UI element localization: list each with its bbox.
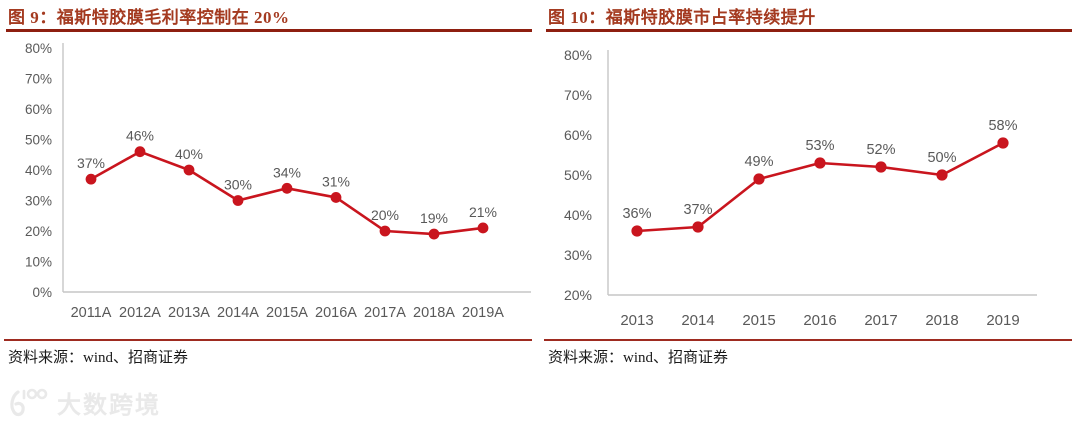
data-point-marker xyxy=(477,222,489,234)
y-tick-label: 0% xyxy=(32,285,52,300)
x-tick-label: 2017A xyxy=(364,305,406,321)
x-tick-label: 2019A xyxy=(462,305,504,321)
figure9-title: 图 9：福斯特胶膜毛利率控制在 20% xyxy=(8,8,290,27)
y-tick-label: 60% xyxy=(25,102,52,117)
data-point-label: 53% xyxy=(805,138,834,154)
y-tick-label: 40% xyxy=(564,207,592,223)
figure10-title: 图 10：福斯特胶膜市占率持续提升 xyxy=(548,8,816,27)
data-point-label: 58% xyxy=(988,118,1017,134)
data-point-marker xyxy=(428,228,440,240)
data-point-marker xyxy=(85,173,97,185)
x-tick-label: 2019 xyxy=(986,312,1019,329)
figure10-source-note: 资料来源：wind、招商证券 xyxy=(548,350,729,366)
watermark-logo-icon xyxy=(10,388,48,416)
y-tick-label: 10% xyxy=(25,254,52,269)
y-tick-label: 50% xyxy=(564,167,592,183)
data-point-marker xyxy=(631,225,643,237)
data-point-label: 31% xyxy=(322,173,350,189)
figure9-source-note: 资料来源：wind、招商证券 xyxy=(8,350,189,366)
data-point-marker xyxy=(183,164,195,176)
figure10-panel: 图 10：福斯特胶膜市占率持续提升 20% 30% 40% 50% 60% 70% 80% 3… xyxy=(540,0,1080,425)
figure9-panel: 图 9：福斯特胶膜毛利率控制在 20% 0% 10% 20% 30% 40% 50% 60%… xyxy=(4,8,532,366)
x-tick-label: 2013 xyxy=(620,312,653,329)
data-point-marker xyxy=(232,195,244,206)
watermark: 大数跨境 xyxy=(8,385,161,420)
y-tick-label: 50% xyxy=(25,132,52,147)
x-tick-label: 2016A xyxy=(315,305,357,321)
data-point-label: 34% xyxy=(273,164,301,180)
figure9-title-rule xyxy=(6,29,532,32)
data-point-marker xyxy=(281,182,293,194)
y-tick-label: 40% xyxy=(25,163,52,178)
y-tick-label: 30% xyxy=(25,193,52,208)
data-point-label: 49% xyxy=(744,154,773,170)
x-tick-label: 2014A xyxy=(217,305,259,321)
x-tick-label: 2018A xyxy=(413,305,455,321)
x-tick-label: 2018 xyxy=(925,312,958,329)
data-point-marker xyxy=(936,169,948,181)
data-point-marker xyxy=(134,146,146,158)
y-tick-label: 80% xyxy=(25,41,52,56)
figure10-line-chart: 20% 30% 40% 50% 60% 70% 80% 36% 2013 37% 2014 49% 20… xyxy=(564,47,1037,329)
x-tick-label: 2014 xyxy=(681,312,714,329)
y-tick-label: 80% xyxy=(564,47,592,63)
data-point-label: 50% xyxy=(927,150,956,166)
x-tick-label: 2017 xyxy=(864,312,897,329)
x-tick-label: 2012A xyxy=(119,305,161,321)
y-tick-label: 70% xyxy=(25,71,52,86)
figure9-line-chart: 0% 10% 20% 30% 40% 50% 60% 70% 80% 37% 2011A 46% 201… xyxy=(25,41,531,321)
x-tick-label: 2015A xyxy=(266,305,308,321)
data-point-marker xyxy=(814,157,826,169)
data-point-marker xyxy=(330,192,342,203)
y-tick-label: 20% xyxy=(564,287,592,303)
x-tick-label: 2013A xyxy=(168,305,210,321)
watermark-brand-text: 大数跨境 xyxy=(57,392,161,419)
data-point-marker xyxy=(692,221,704,233)
data-point-marker xyxy=(753,173,765,185)
figure10-source-divider xyxy=(544,339,1072,341)
data-point-label: 52% xyxy=(866,142,895,158)
data-point-label: 37% xyxy=(683,202,712,218)
data-point-marker xyxy=(379,225,391,237)
data-point-label: 46% xyxy=(126,128,154,144)
data-point-marker xyxy=(875,161,887,173)
data-point-label: 40% xyxy=(175,146,203,162)
data-point-label: 37% xyxy=(77,155,105,171)
figure10-title-rule xyxy=(546,29,1072,32)
x-tick-label: 2016 xyxy=(803,312,836,329)
y-tick-label: 30% xyxy=(564,247,592,263)
data-point-marker xyxy=(997,137,1009,149)
y-tick-label: 70% xyxy=(564,87,592,103)
y-tick-label: 20% xyxy=(25,224,52,239)
data-point-label: 21% xyxy=(469,204,497,220)
data-point-label: 20% xyxy=(371,207,399,223)
x-tick-label: 2011A xyxy=(71,305,112,321)
x-tick-label: 2015 xyxy=(742,312,775,329)
data-point-label: 36% xyxy=(622,206,651,222)
y-tick-label: 60% xyxy=(564,127,592,143)
figure9-source-divider xyxy=(4,339,532,341)
data-point-label: 19% xyxy=(420,210,448,226)
data-point-label: 30% xyxy=(224,177,252,193)
